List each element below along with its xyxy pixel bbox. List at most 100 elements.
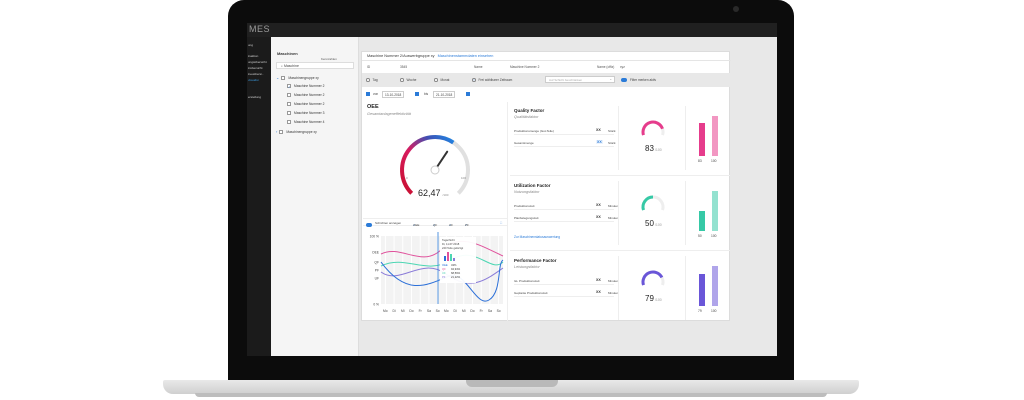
factor-row-unit: Stück	[608, 129, 616, 133]
sidebar-item[interactable]: ungsübersicht	[248, 60, 267, 64]
factor-row-value: XX	[596, 140, 603, 144]
tree-node[interactable]: Maschine Nummer 2	[287, 93, 324, 97]
filter-remember-toggle[interactable]: Filter merken aktiv	[621, 78, 656, 82]
gauge-max-label: 100	[461, 176, 467, 180]
calendar-icon[interactable]	[415, 92, 419, 96]
series-label: UF	[449, 223, 453, 227]
factor-row-label: Gesamtmenge	[514, 141, 534, 145]
tooltip-series-value: 94,94%	[451, 267, 461, 271]
tooltip-series-name: QF	[442, 267, 446, 271]
toggle-switch[interactable]	[366, 223, 372, 227]
sidebar-item[interactable]: ineuübersi..	[248, 72, 264, 76]
x-tick-label: Di	[393, 309, 396, 313]
checkbox[interactable]	[287, 102, 291, 106]
factor-value-number: 50	[645, 219, 654, 228]
factor-max: /100	[654, 298, 662, 302]
tooltip-text: Di, 11.07.2018	[442, 242, 460, 246]
x-tick-label: Do	[470, 309, 474, 313]
radio-dot	[400, 78, 404, 82]
factor-value-number: 79	[645, 294, 654, 303]
gauge-hub	[430, 165, 440, 175]
search-input[interactable]: ⌕ Maschine	[276, 62, 354, 69]
series-label: OEE	[413, 223, 420, 227]
radio-woche[interactable]: Woche	[400, 78, 416, 82]
factor-bar-label: 100	[711, 234, 717, 238]
tree-node-group[interactable]: ⌄ Maschinengruppe xy	[276, 75, 319, 80]
tree-node[interactable]: ✓ Maschine Nummer 2	[287, 84, 324, 89]
search-icon: ⌕	[281, 64, 284, 68]
tooltip-series-name: PF	[442, 275, 446, 279]
oee-gauge	[400, 135, 470, 195]
tree-title: Maschinen	[277, 51, 298, 56]
sidebar-item[interactable]: ung	[248, 43, 254, 47]
factor-bar-label: 50	[698, 234, 702, 238]
tree-node[interactable]: Maschine Nummer 4	[287, 120, 324, 124]
radio-custom-range[interactable]: Frei wählbarer Zeitraum	[472, 78, 512, 82]
machine-header: Maschine Nummer 2/Auswerbgruppe xy Masch…	[362, 52, 731, 61]
checkbox[interactable]	[287, 93, 291, 97]
checkbox-checked[interactable]: ✓	[287, 84, 291, 89]
sidebar-item[interactable]: erstellung	[248, 95, 262, 99]
shift-select[interactable]: Auf Schicht beschränken ⌄	[545, 76, 615, 83]
gauge-fill	[400, 135, 455, 195]
factor-row-unit: Stück	[608, 141, 616, 145]
tooltip-bar	[447, 252, 449, 261]
factor-row: Planbelegungszeit XX Minuten	[514, 213, 619, 222]
from-date-input[interactable]: 13-10-2018	[382, 91, 405, 98]
factor-gauge	[641, 120, 665, 136]
factor-row-value: XX	[596, 203, 601, 207]
expand-icon[interactable]: ⛶	[500, 221, 503, 225]
factor-title: Quality Factor	[514, 108, 545, 113]
check-icon: ✓	[413, 223, 416, 227]
chevron-right-icon[interactable]: ›	[276, 129, 278, 134]
tree-node-label: Maschine Nummer 2	[294, 93, 325, 97]
x-tick-label: So	[436, 309, 440, 313]
toggle-switch[interactable]	[621, 78, 627, 82]
y-tick-label: OEE	[372, 251, 380, 255]
tooltip-series-value: 21,22%	[451, 275, 461, 279]
x-tick-label: Mo	[383, 309, 388, 313]
tree-node[interactable]: Maschine Nummer 3	[287, 111, 324, 115]
name-value: Maschine Nummer 2	[510, 65, 540, 69]
checkbox[interactable]	[287, 120, 291, 124]
tree-node[interactable]: Maschine Nummer 2	[287, 102, 324, 106]
checkbox[interactable]	[287, 111, 291, 115]
checkbox[interactable]	[279, 129, 284, 134]
factor-bar	[699, 122, 705, 156]
app-title: MES	[249, 24, 271, 34]
toggle-label: Filter merken aktiv	[630, 78, 657, 82]
factor-row: Gesamtmenge XX Stück	[514, 138, 616, 147]
x-tick-label: Mi	[462, 309, 466, 313]
to-date-input[interactable]: 21-10-2018	[433, 91, 456, 98]
oee-max: /100	[442, 193, 449, 197]
checkbox[interactable]	[281, 75, 286, 80]
tree-panel: Kennzahlen Maschinen ⌕ Maschine ⌄ Maschin…	[271, 37, 359, 356]
id-label: ID	[367, 65, 371, 69]
sidebar-item[interactable]: inübersicht	[248, 66, 263, 70]
radio-monat[interactable]: Monat	[434, 78, 449, 82]
tab-kennzahlen[interactable]: Kennzahlen	[321, 57, 337, 61]
sidebar-item-active[interactable]: visualisi	[248, 78, 259, 82]
factor-row-value: XX	[596, 290, 601, 294]
radio-dot-selected	[472, 78, 476, 82]
chevron-down-icon[interactable]: ⌄	[276, 75, 280, 80]
master-data-link[interactable]: Maschinenstammdaten einsehen	[437, 54, 494, 58]
shifts-toggle-label: Schichten anzeigen	[375, 221, 402, 225]
from-label: von	[373, 92, 379, 96]
calendar-icon[interactable]	[466, 92, 470, 96]
name2-value: xyz	[620, 65, 625, 69]
laptop-notch	[466, 380, 558, 387]
calendar-icon[interactable]	[366, 92, 370, 96]
tooltip-bar	[444, 256, 446, 261]
tooltip-text: 240 Teile gefertigt	[442, 246, 463, 250]
sidebar-item[interactable]: inaktion	[248, 54, 259, 58]
factor-link[interactable]: Zur Maschinenstatusauswertung	[514, 235, 561, 239]
factor-gauge-card: 50/100	[618, 181, 686, 245]
radio-tag[interactable]: Tag	[366, 78, 378, 82]
check-icon: ✓	[433, 223, 436, 227]
factor-subtitle: Leistungsfaktor	[514, 265, 540, 269]
tree-node-group[interactable]: › Maschinengruppe xy	[276, 129, 317, 134]
factor-subtitle: Qualitätsfaktor	[514, 115, 539, 119]
tooltip-series-name: OEE	[442, 263, 448, 267]
